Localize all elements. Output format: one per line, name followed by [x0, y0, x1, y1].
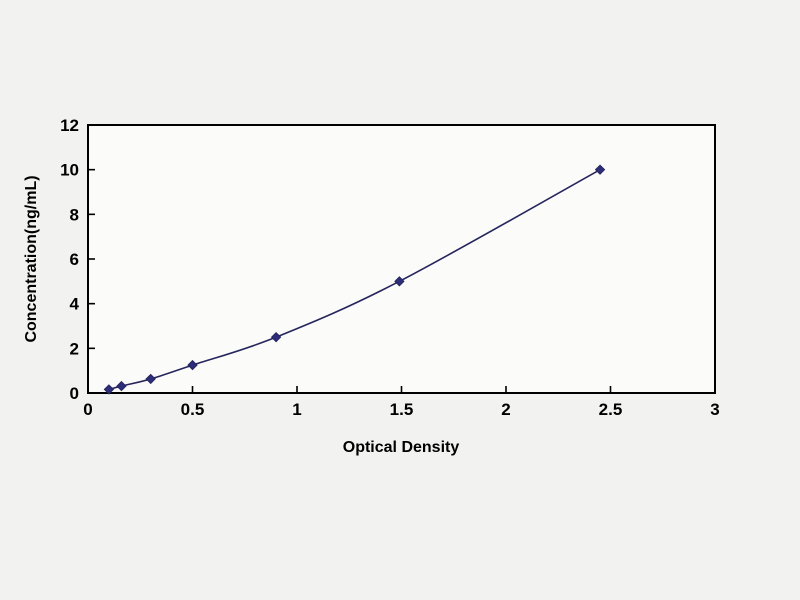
- x-axis-label: Optical Density: [342, 439, 460, 456]
- x-tick-label: 3: [710, 400, 719, 419]
- data-point-marker: [270, 331, 282, 343]
- x-tick-label: 0: [83, 400, 92, 419]
- y-tick-label: 0: [70, 384, 79, 403]
- y-tick-label: 6: [70, 250, 79, 269]
- x-tick-label: 1: [292, 400, 301, 419]
- y-tick-label: 2: [70, 339, 79, 358]
- plot-frame: [87, 124, 716, 394]
- y-tick-label: 12: [60, 116, 79, 135]
- data-point-marker: [394, 276, 405, 287]
- x-tick-label: 0.5: [181, 400, 205, 419]
- data-point-marker: [116, 380, 127, 392]
- data-point-marker: [594, 164, 606, 175]
- plot-background: [88, 125, 715, 393]
- y-tick-label: 8: [70, 205, 79, 224]
- x-tick-label: 2.5: [599, 400, 623, 419]
- data-point-marker: [103, 384, 115, 395]
- data-point-marker: [145, 373, 156, 385]
- x-tick-label: 1.5: [390, 400, 414, 419]
- y-axis-label: Concentration(ng/mL): [23, 175, 40, 343]
- x-tick-label: 2: [501, 400, 510, 419]
- data-point-marker: [187, 359, 198, 371]
- y-tick-label: 10: [60, 161, 79, 180]
- y-tick-label: 4: [70, 295, 80, 314]
